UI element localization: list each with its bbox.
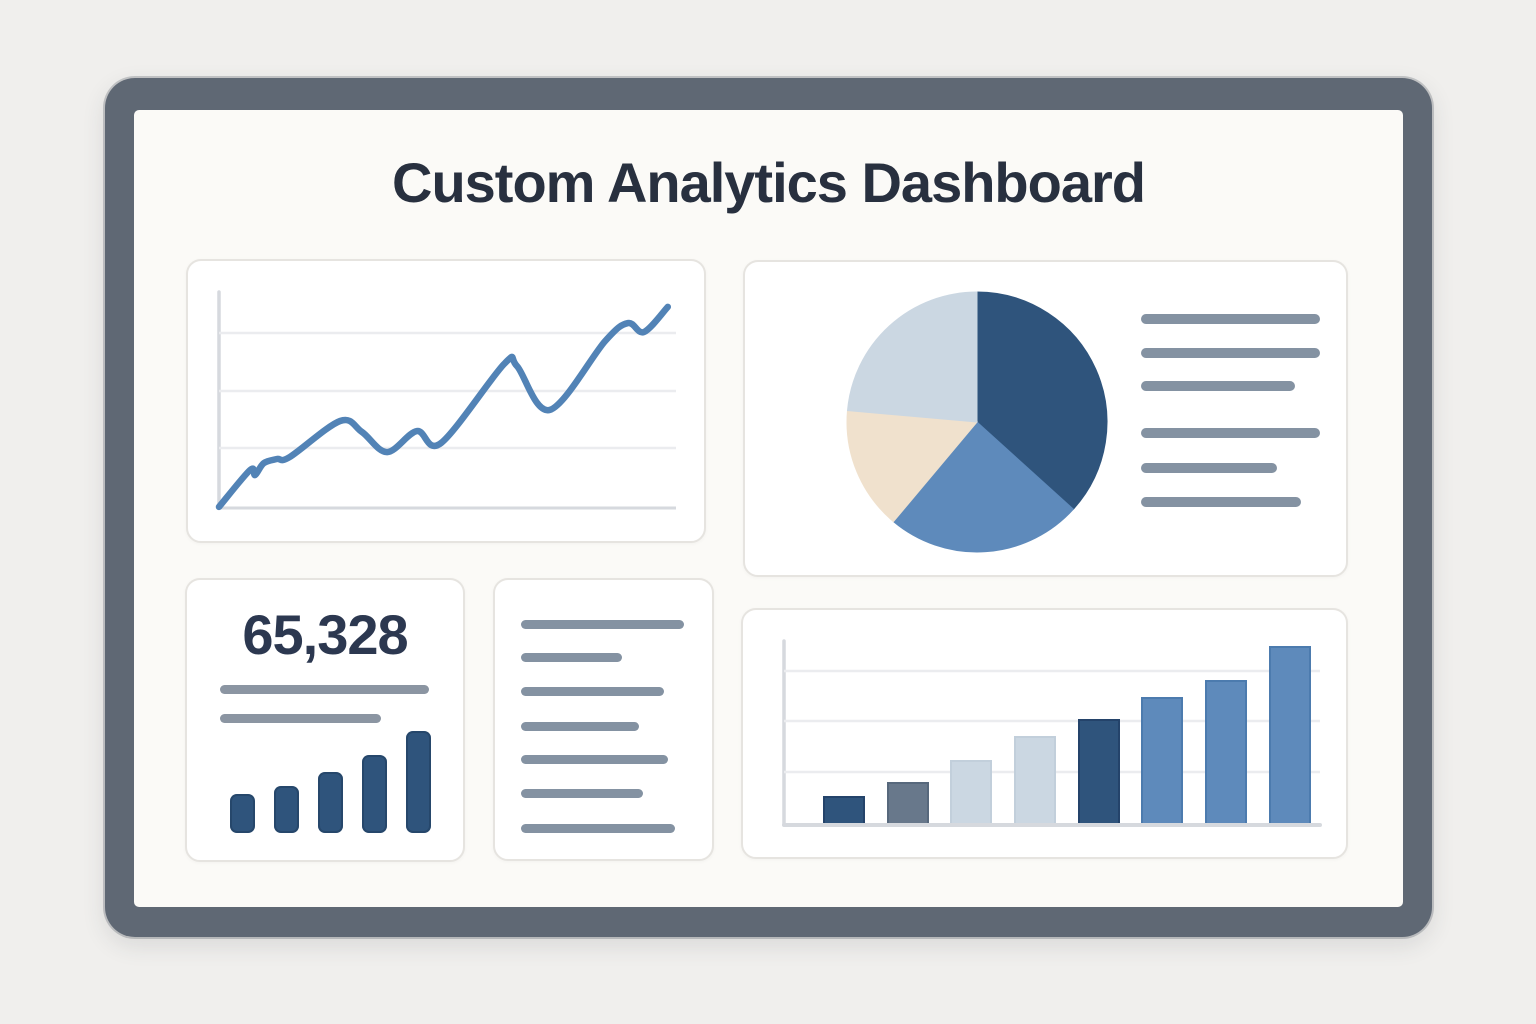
text-line-3 — [521, 687, 664, 696]
bar-6 — [1141, 697, 1183, 826]
page-title: Custom Analytics Dashboard — [392, 151, 1146, 214]
bar-3 — [950, 760, 992, 826]
kpi-bar-3 — [318, 772, 343, 833]
bar-8 — [1269, 646, 1311, 826]
growth-bar-chart — [782, 639, 1322, 827]
trend-line-chart — [215, 290, 676, 511]
pie-slice-segment-4 — [846, 291, 978, 423]
pie-slice-segment-3 — [846, 410, 978, 523]
legend-line-6 — [1141, 497, 1301, 507]
dashboard-screen: Custom Analytics Dashboard 65,328 — [134, 110, 1403, 907]
kpi-value: 65,328 — [242, 603, 408, 666]
legend-line-1 — [1141, 314, 1320, 324]
legend-line-4 — [1141, 428, 1320, 438]
legend-line-3 — [1141, 381, 1295, 391]
legend-line-2 — [1141, 348, 1320, 358]
legend-line-5 — [1141, 463, 1277, 473]
kpi-caption-line-2 — [220, 714, 381, 723]
kpi-card: 65,328 — [185, 578, 465, 862]
pie-slice-segment-2 — [892, 421, 1075, 553]
monitor-frame: Custom Analytics Dashboard 65,328 — [105, 78, 1432, 937]
kpi-bar-4 — [362, 755, 387, 833]
kpi-bar-1 — [230, 794, 255, 833]
text-line-4 — [521, 722, 639, 731]
kpi-caption-line-1 — [220, 685, 429, 694]
bar-5 — [1078, 719, 1120, 826]
text-placeholder-card — [493, 578, 714, 861]
kpi-bar-2 — [274, 786, 299, 833]
share-pie-chart — [846, 291, 1108, 553]
text-line-6 — [521, 789, 643, 798]
text-line-7 — [521, 824, 675, 833]
line-chart-card — [186, 259, 706, 543]
text-line-2 — [521, 653, 622, 662]
kpi-bar-5 — [406, 731, 431, 833]
text-line-5 — [521, 755, 668, 764]
bar-1 — [823, 796, 865, 826]
bar-7 — [1205, 680, 1247, 826]
text-line-1 — [521, 620, 684, 629]
pie-chart-card — [743, 260, 1348, 577]
bar-chart-card — [741, 608, 1348, 859]
pie-slice-segment-1 — [976, 291, 1108, 510]
trend-line-path — [215, 303, 672, 511]
bar-4 — [1014, 736, 1056, 826]
bar-2 — [887, 782, 929, 826]
